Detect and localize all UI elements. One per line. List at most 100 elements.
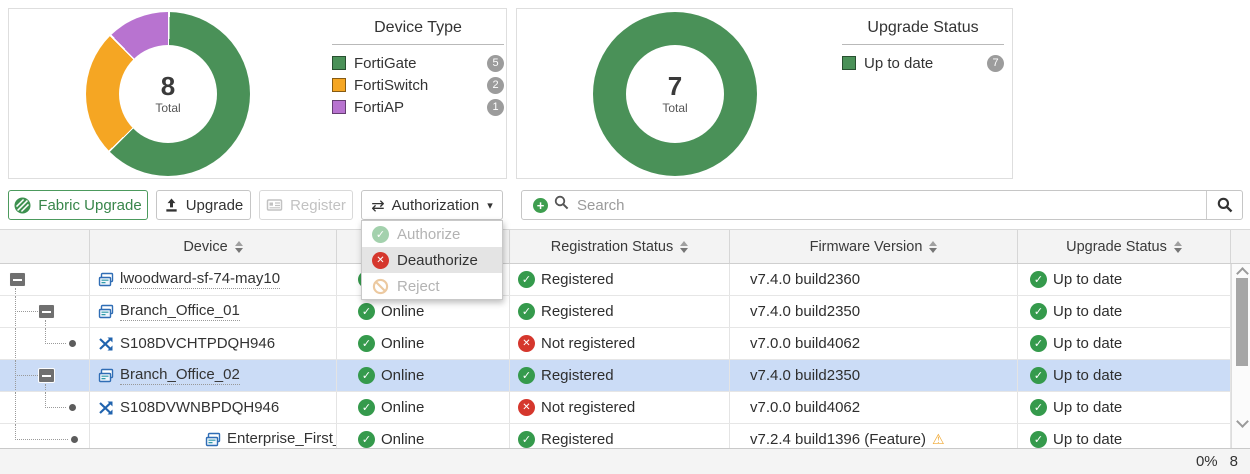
- online-icon: [358, 303, 375, 320]
- legend-item-fortiap[interactable]: FortiAP 1: [332, 96, 504, 118]
- online-icon: [358, 431, 375, 448]
- donut-hole: 8 Total: [119, 45, 217, 143]
- fortiswitch-icon: [98, 336, 114, 352]
- header-status[interactable]: [337, 230, 510, 263]
- header-filler: [1231, 230, 1250, 263]
- search-button[interactable]: [1206, 191, 1242, 219]
- fabric-upgrade-button[interactable]: Fabric Upgrade: [8, 190, 148, 220]
- search-bar: [521, 190, 1243, 220]
- up-to-date-icon: [1030, 431, 1047, 448]
- authorization-dropdown-button[interactable]: ⇄ Authorization ▾: [361, 190, 503, 220]
- header-registration-status[interactable]: Registration Status: [510, 230, 730, 263]
- swap-arrows-icon: ⇄: [371, 195, 385, 215]
- legend-title: Device Type: [332, 19, 504, 45]
- fortiswitch-icon: [98, 400, 114, 416]
- fortigate-icon: [98, 272, 114, 288]
- tree-cell: [0, 424, 90, 448]
- register-button[interactable]: Register: [259, 190, 353, 220]
- upgrade-button[interactable]: Upgrade: [156, 190, 251, 220]
- menu-item-deauthorize[interactable]: Deauthorize: [362, 247, 502, 273]
- registered-icon: [518, 431, 535, 448]
- leaf-node-bullet: [71, 436, 78, 443]
- tree-cell: [0, 264, 90, 295]
- fortigate-icon: [205, 432, 221, 448]
- device-name[interactable]: S108DVCHTPDQH946: [120, 335, 276, 352]
- scroll-down-arrow[interactable]: [1236, 415, 1249, 428]
- scroll-position: 0%: [1195, 453, 1218, 470]
- tree-cell: [0, 296, 90, 327]
- fortigate-icon: [98, 304, 114, 320]
- legend-item-fortiswitch[interactable]: FortiSwitch 2: [332, 74, 504, 96]
- registered-icon: [518, 271, 535, 288]
- tree-cell: [0, 328, 90, 359]
- tree-cell: [0, 392, 90, 423]
- device-name[interactable]: lwoodward-sf-74-may10: [120, 270, 281, 289]
- device-name[interactable]: Branch_Office_02: [120, 366, 240, 385]
- donut-hole: 7 Total: [626, 45, 724, 143]
- device-name[interactable]: Enterprise_First_Floor: [227, 430, 336, 448]
- chevron-down-icon: ▾: [487, 198, 493, 212]
- upload-icon: [164, 197, 179, 213]
- device-type-legend: Device Type FortiGate 5 FortiSwitch 2 Fo…: [332, 19, 504, 118]
- status-bar: 0% 8: [0, 448, 1250, 474]
- legend-item-up-to-date[interactable]: Up to date 7: [842, 52, 1004, 74]
- up-to-date-icon: [1030, 303, 1047, 320]
- collapse-toggle[interactable]: [9, 272, 26, 287]
- online-icon: [358, 399, 375, 416]
- header-firmware-version[interactable]: Firmware Version: [730, 230, 1018, 263]
- deauthorize-icon: [372, 251, 389, 269]
- header-tree-column: [0, 230, 90, 263]
- device-type-panel: 8 Total Device Type FortiGate 5 FortiSwi…: [8, 8, 507, 179]
- device-type-total-label: Total: [155, 101, 181, 115]
- upgrade-status-donut: 7 Total: [593, 12, 757, 176]
- device-name[interactable]: Branch_Office_01: [120, 302, 240, 321]
- table-row-selected[interactable]: Branch_Office_02 Online Registered v7.4.…: [0, 360, 1231, 392]
- table-row[interactable]: S108DVCHTPDQH946 Online Not registered v…: [0, 328, 1231, 360]
- online-icon: [358, 367, 375, 384]
- collapse-toggle[interactable]: [38, 304, 55, 319]
- sort-icon: [680, 240, 689, 253]
- warning-icon: ⚠: [931, 431, 945, 448]
- table-header: Device Registration Status Firmware Vers…: [0, 229, 1250, 264]
- fortigate-color-swatch: [332, 56, 346, 70]
- up-to-date-icon: [1030, 367, 1047, 384]
- id-card-icon: [266, 197, 283, 213]
- table-body: lwoodward-sf-74-may10 Online Registered …: [0, 264, 1231, 448]
- registered-icon: [518, 303, 535, 320]
- table-row[interactable]: S108DVWNBPDQH946 Online Not registered v…: [0, 392, 1231, 424]
- device-name[interactable]: S108DVWNBPDQH946: [120, 399, 280, 416]
- registered-icon: [518, 367, 535, 384]
- device-type-donut: 8 Total: [86, 12, 250, 176]
- authorize-icon: [372, 225, 389, 243]
- scrollbar-thumb[interactable]: [1236, 278, 1248, 366]
- upgrade-status-legend: Upgrade Status Up to date 7: [842, 19, 1004, 74]
- not-registered-icon: [518, 399, 535, 416]
- leaf-node-bullet: [69, 340, 76, 347]
- tree-cell: [0, 360, 90, 391]
- table-row[interactable]: lwoodward-sf-74-may10 Online Registered …: [0, 264, 1231, 296]
- fortigate-icon: [98, 368, 114, 384]
- menu-item-reject[interactable]: Reject: [362, 273, 502, 299]
- upgrade-status-total-label: Total: [662, 101, 688, 115]
- header-device[interactable]: Device: [90, 230, 337, 263]
- leaf-node-bullet: [69, 404, 76, 411]
- up-to-date-icon: [1030, 399, 1047, 416]
- count-badge: 1: [487, 98, 504, 116]
- table-row[interactable]: Enterprise_First_Floor Online Registered…: [0, 424, 1231, 448]
- up-to-date-icon: [1030, 271, 1047, 288]
- authorization-menu: Authorize Deauthorize Reject: [361, 220, 503, 300]
- fortiswitch-color-swatch: [332, 78, 346, 92]
- add-filter-icon[interactable]: [533, 197, 548, 213]
- table-scrollbar[interactable]: [1231, 264, 1250, 448]
- table-row[interactable]: Branch_Office_01 Online Registered v7.4.…: [0, 296, 1231, 328]
- up-to-date-color-swatch: [842, 56, 856, 70]
- count-badge: 2: [487, 76, 504, 94]
- legend-item-fortigate[interactable]: FortiGate 5: [332, 52, 504, 74]
- sort-icon: [929, 240, 938, 253]
- header-upgrade-status[interactable]: Upgrade Status: [1018, 230, 1231, 263]
- device-type-total: 8: [160, 71, 176, 101]
- collapse-toggle[interactable]: [38, 368, 55, 383]
- menu-item-authorize[interactable]: Authorize: [362, 221, 502, 247]
- search-input[interactable]: [575, 195, 1206, 215]
